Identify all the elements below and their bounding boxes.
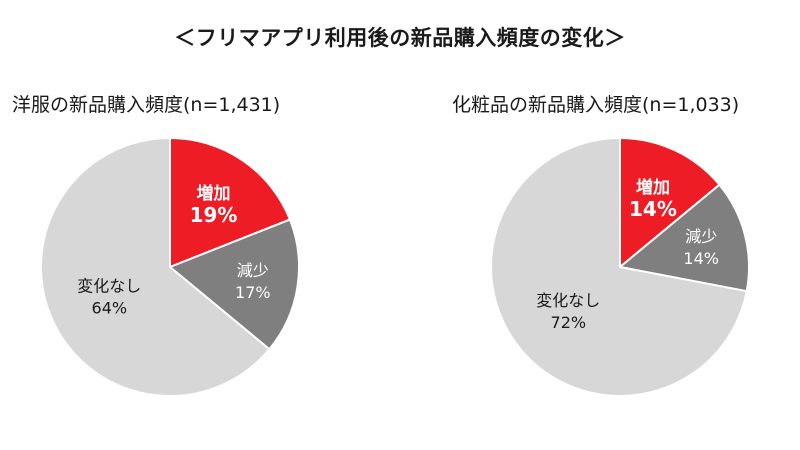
pie-slice-no-change	[40, 137, 271, 397]
slice-value-label: 64%	[92, 299, 128, 318]
slice-category-label: 変化なし	[536, 291, 600, 310]
chart-title: 洋服の新品購入頻度(n=1,431)	[12, 94, 281, 116]
pie-slice-increase	[169, 137, 291, 268]
slice-value-label: 14%	[629, 197, 677, 221]
slice-category-label: 変化なし	[77, 277, 141, 296]
pie-chart-cosmetics: 化粧品の新品購入頻度(n=1,033) 増加 14% 減少 14% 変化なし 72%	[400, 82, 800, 422]
slice-value-label: 14%	[683, 249, 719, 268]
pie-slice-no-change	[490, 137, 748, 397]
slice-category-label: 減少	[685, 227, 717, 246]
slice-category-label: 増加	[197, 183, 231, 204]
slice-value-label: 19%	[190, 203, 238, 227]
slice-value-label: 17%	[235, 283, 271, 302]
pie-slice-decrease	[619, 183, 750, 293]
slice-category-label: 増加	[636, 177, 670, 198]
slice-category-label: 減少	[237, 261, 269, 280]
page-title: ＜フリマアプリ利用後の新品購入頻度の変化＞	[174, 26, 626, 50]
pie-slice-decrease	[169, 218, 300, 351]
pie-chart-clothing: 洋服の新品購入頻度(n=1,431) 増加 19% 減少 17% 変化なし 64%	[0, 82, 400, 422]
chart-title: 化粧品の新品購入頻度(n=1,033)	[452, 94, 740, 116]
pie-slice-increase	[619, 137, 721, 268]
slice-value-label: 72%	[551, 313, 587, 332]
